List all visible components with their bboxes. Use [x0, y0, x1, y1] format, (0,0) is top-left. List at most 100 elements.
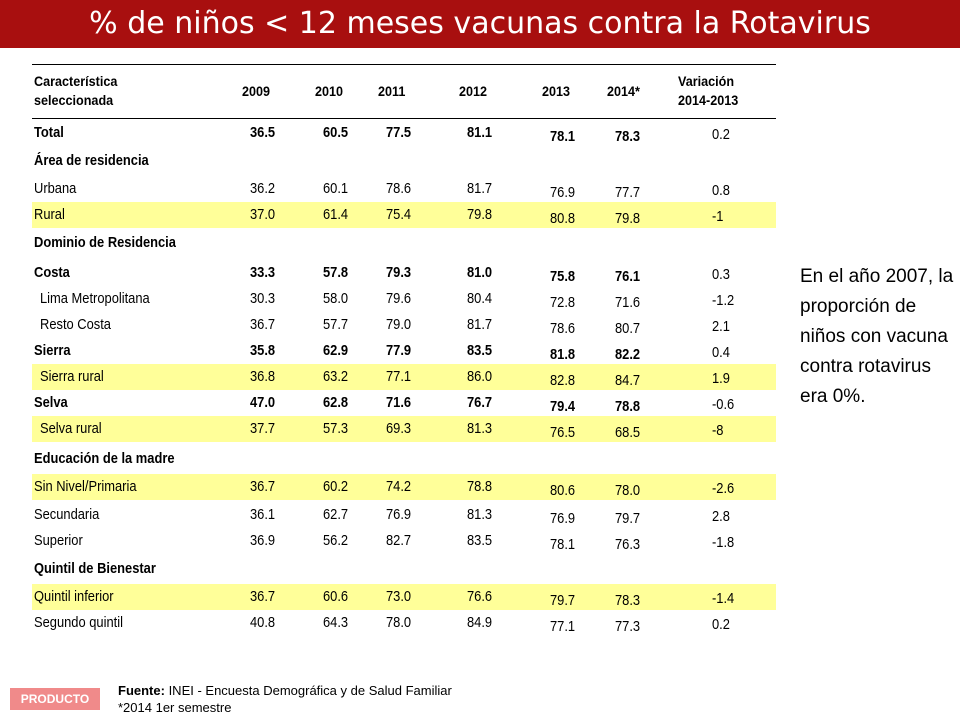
table-cell: 77.3 — [615, 618, 641, 635]
header-year: 2010 — [315, 83, 344, 99]
row-label: Costa — [34, 264, 70, 281]
table-cell: 36.7 — [250, 588, 276, 605]
row-highlight — [32, 474, 776, 500]
table-cell: 40.8 — [250, 614, 276, 631]
side-note: En el año 2007, la proporción de niños c… — [800, 266, 954, 407]
table-cell: 84.7 — [615, 372, 641, 389]
table-cell: 78.3 — [615, 592, 641, 609]
table-cell: 82.8 — [550, 372, 576, 389]
table-cell: 78.1 — [550, 536, 576, 553]
variation-cell: -2.6 — [712, 480, 735, 497]
table-cell: 82.7 — [386, 532, 412, 549]
title-bar — [0, 0, 960, 48]
table-cell: 74.2 — [386, 478, 412, 495]
table-cell: 57.3 — [323, 420, 349, 437]
table-cell: 71.6 — [386, 394, 412, 411]
table-cell: 69.3 — [386, 420, 412, 437]
table-cell: 79.8 — [467, 206, 493, 223]
table-cell: 33.3 — [250, 264, 276, 281]
table-cell: 36.9 — [250, 532, 276, 549]
table-cell: 76.9 — [550, 184, 576, 201]
table-cell: 58.0 — [323, 290, 349, 307]
table-cell: 36.8 — [250, 368, 276, 385]
variation-cell: -1.4 — [712, 590, 735, 607]
table-cell: 57.7 — [323, 316, 349, 333]
variation-cell: 0.4 — [712, 344, 730, 361]
row-highlight — [32, 364, 776, 390]
table-cell: 77.1 — [550, 618, 576, 635]
table-cell: 81.0 — [467, 264, 493, 281]
row-label: Sierra rural — [40, 368, 104, 385]
table-cell: 79.6 — [386, 290, 412, 307]
table-cell: 80.7 — [615, 320, 641, 337]
header-variation-2: 2014-2013 — [678, 92, 739, 108]
table-cell: 75.4 — [386, 206, 412, 223]
table-cell: 36.7 — [250, 316, 276, 333]
table-cell: 81.7 — [467, 180, 493, 197]
table-cell: 76.9 — [386, 506, 412, 523]
table-cell: 78.6 — [386, 180, 412, 197]
table-cell: 57.8 — [323, 264, 349, 281]
table-cell: 86.0 — [467, 368, 493, 385]
source-label: Fuente: — [118, 683, 165, 698]
row-label: Total — [34, 124, 64, 141]
producto-badge: PRODUCTO — [10, 688, 100, 710]
table-cell: 36.1 — [250, 506, 276, 523]
variation-cell: 1.9 — [712, 370, 730, 387]
table-cell: 76.6 — [467, 588, 493, 605]
table-cell: 84.9 — [467, 614, 493, 631]
table-cell: 81.7 — [467, 316, 493, 333]
table-cell: 79.7 — [550, 592, 576, 609]
table-cell: 60.6 — [323, 588, 349, 605]
header-year: 2011 — [378, 83, 406, 99]
variation-cell: -8 — [712, 422, 724, 439]
table-cell: 47.0 — [250, 394, 276, 411]
row-label: Resto Costa — [40, 316, 111, 333]
row-label: Quintil inferior — [34, 588, 114, 605]
table-cell: 60.1 — [323, 180, 349, 197]
variation-cell: 0.2 — [712, 126, 730, 143]
table-cell: 61.4 — [323, 206, 349, 223]
header-bottom-rule — [32, 118, 776, 119]
variation-cell: 2.8 — [712, 508, 730, 525]
table-cell: 83.5 — [467, 342, 493, 359]
table-cell: 79.8 — [615, 210, 641, 227]
table-cell: 71.6 — [615, 294, 641, 311]
header-variation: Variación — [678, 73, 735, 89]
header-year: 2013 — [542, 83, 571, 99]
table-cell: 36.2 — [250, 180, 276, 197]
row-highlight — [32, 416, 776, 442]
table-cell: 80.4 — [467, 290, 493, 307]
table-cell: 77.9 — [386, 342, 412, 359]
table-cell: 36.7 — [250, 478, 276, 495]
variation-cell: 0.3 — [712, 266, 730, 283]
header-top-rule — [32, 64, 776, 65]
table-cell: 80.6 — [550, 482, 576, 499]
table-cell: 78.0 — [386, 614, 412, 631]
table-cell: 78.3 — [615, 128, 641, 145]
header-characteristic-2: seleccionada — [34, 92, 114, 108]
table-cell: 76.3 — [615, 536, 641, 553]
table-cell: 64.3 — [323, 614, 349, 631]
section-header: Educación de la madre — [34, 450, 175, 467]
table-cell: 81.1 — [467, 124, 493, 141]
table-cell: 73.0 — [386, 588, 412, 605]
table-cell: 79.0 — [386, 316, 412, 333]
table-cell: 77.1 — [386, 368, 412, 385]
table-cell: 82.2 — [615, 346, 641, 363]
table-cell: 68.5 — [615, 424, 641, 441]
variation-cell: 2.1 — [712, 318, 730, 335]
variation-cell: -0.6 — [712, 396, 735, 413]
table-cell: 79.4 — [550, 398, 576, 415]
row-label: Superior — [34, 532, 83, 549]
table-cell: 60.5 — [323, 124, 349, 141]
variation-cell: -1.2 — [712, 292, 735, 309]
table-cell: 78.6 — [550, 320, 576, 337]
table-cell: 30.3 — [250, 290, 276, 307]
table-cell: 78.1 — [550, 128, 576, 145]
row-label: Rural — [34, 206, 65, 223]
table-cell: 62.7 — [323, 506, 349, 523]
row-label: Sin Nivel/Primaria — [34, 478, 137, 495]
table-cell: 62.9 — [323, 342, 349, 359]
header-year: 2014* — [607, 83, 640, 99]
